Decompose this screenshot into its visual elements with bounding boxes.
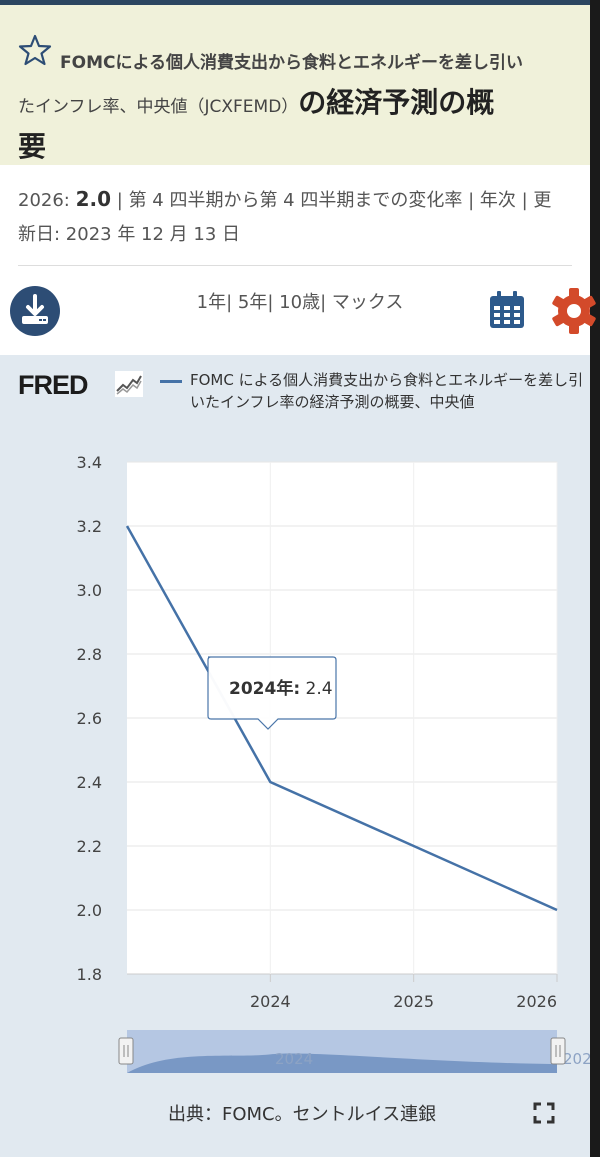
series-line[interactable] [125,525,558,912]
fullscreen-icon[interactable] [533,1102,555,1124]
y-tick-label: 2.8 [77,645,102,664]
navigator-end-label: 202 [563,1050,590,1068]
y-tick-label: 2.6 [77,709,102,728]
range-1y[interactable]: 1年| [196,292,233,313]
range-5y[interactable]: 5年| [237,292,274,313]
x-tick-label: 2024 [250,992,291,1011]
chart-svg: 1.8 2.0 2.2 2.4 2.6 2.8 3.0 3.2 3.4 2024 2025 2026… [77,453,590,1073]
legend-label: FOMC による個人消費支出から食料とエネルギーを差し引いたインフレ率の経済予測… [190,371,584,411]
y-tick-label: 3.2 [77,517,102,536]
x-axis-labels: 2024 2025 2026 [250,974,558,1011]
navigator-handle-left[interactable] [118,1037,134,1065]
legend-swatch [160,380,182,383]
fred-logo: FRED [18,370,88,400]
y-tick-label: 1.8 [77,965,102,984]
meta-updated: 新日: 2023 年 12 月 13 日 [18,224,241,245]
series-meta: 2026: 2.0 | 第 4 四半期から第 4 四半期までの変化率 | 年次 … [18,182,574,252]
y-tick-label: 2.0 [77,901,102,920]
gear-icon[interactable] [550,287,598,335]
star-icon[interactable] [18,33,52,67]
source-text: 出典：FOMC。セントルイス連銀 [168,1104,437,1125]
range-navigator[interactable]: 2024 202 [118,1030,590,1073]
title-line-2-big: の経済予測の概 [298,86,495,119]
y-tick-label: 2.2 [77,837,102,856]
meta-value: 2.0 [75,187,112,211]
navigator-handle-right[interactable] [550,1037,566,1065]
x-tick-label: 2025 [393,992,434,1011]
download-button[interactable] [10,286,60,336]
title-line-1: FOMCによる個人消費支出から食料とエネルギーを差し引い [60,53,523,73]
title-line-2: たインフレ率、中央値（JCXFEMD） [18,97,299,117]
chart-panel: FRED FOMC による個人消費支出から食料とエネルギーを差し引いたインフレ率… [0,355,590,1157]
tooltip-label: 2024年: [229,678,300,699]
navigator-area [127,1053,557,1073]
window-edge [590,0,600,1157]
date-range-links: 1年| 5年| 10歳| マックス [140,288,460,314]
y-tick-label: 2.4 [77,773,102,792]
top-strip [0,0,590,5]
page-title: FOMCによる個人消費支出から食料とエネルギーを差し引い たインフレ率、中央値（… [18,43,578,171]
y-tick-label: 3.0 [77,581,102,600]
calendar-icon[interactable] [488,290,526,330]
range-10y[interactable]: 10歳| [279,292,327,313]
y-axis-labels: 1.8 2.0 2.2 2.4 2.6 2.8 3.0 3.2 3.4 [77,453,102,984]
tooltip-value: 2.4 [306,679,333,699]
navigator-label: 2024 [275,1050,313,1068]
meta-description: | 第 4 四半期から第 4 四半期までの変化率 | 年次 | 更 [116,190,552,211]
svg-text:2024年: 2.4: 2024年: 2.4 [229,678,333,699]
tooltip: 2024年: 2.4 [207,656,337,730]
title-line-3: 要 [18,130,47,163]
y-tick-label: 3.4 [77,453,102,472]
download-icon [22,294,48,324]
range-max[interactable]: マックス [331,292,404,313]
meta-year-label: 2026: [18,190,70,211]
divider [18,265,572,266]
x-tick-label: 2026 [516,992,557,1011]
title-band: FOMCによる個人消費支出から食料とエネルギーを差し引い たインフレ率、中央値（… [0,5,590,165]
fred-chart-logo-icon [115,371,143,397]
